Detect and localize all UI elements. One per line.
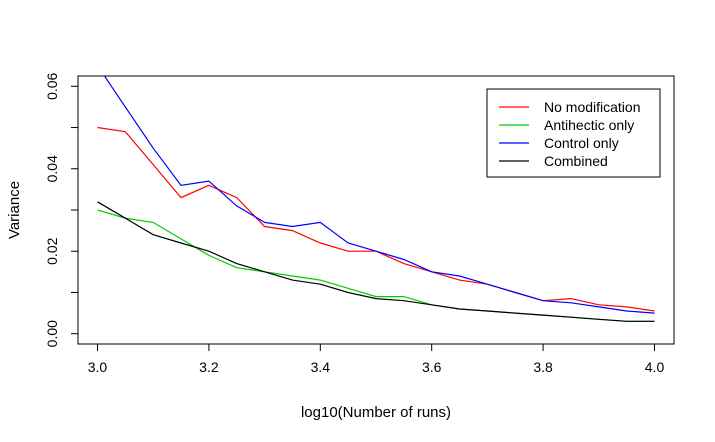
x-tick-label: 3.6	[422, 359, 442, 375]
series-line-2	[103, 76, 655, 314]
y-tick-label: 0.02	[44, 237, 60, 264]
x-tick-label: 3.0	[88, 359, 108, 375]
legend-box	[486, 88, 661, 178]
legend-label: Antihectic only	[544, 117, 634, 133]
series-lines	[97, 76, 655, 322]
legend-label: Control only	[544, 135, 619, 151]
y-tick-label: 0.00	[44, 320, 60, 347]
x-axis-label: log10(Number of runs)	[301, 404, 451, 421]
y-tick-label: 0.06	[44, 72, 60, 99]
x-tick-label: 3.4	[311, 359, 331, 375]
x-tick-label: 3.2	[199, 359, 219, 375]
y-axis-label: Variance	[6, 181, 23, 239]
y-axis: 0.00 0.02 0.04 0.06	[44, 72, 78, 347]
x-tick-label: 3.8	[533, 359, 553, 375]
legend-label: Combined	[544, 153, 608, 169]
legend-label: No modification	[544, 99, 641, 115]
y-tick-label: 0.04	[44, 155, 60, 182]
x-axis: 3.0 3.2 3.4 3.6 3.8 4.0	[88, 344, 665, 375]
legend: No modification Antihectic only Control on…	[486, 88, 661, 178]
x-tick-label: 4.0	[645, 359, 665, 375]
series-line-3	[97, 201, 655, 322]
